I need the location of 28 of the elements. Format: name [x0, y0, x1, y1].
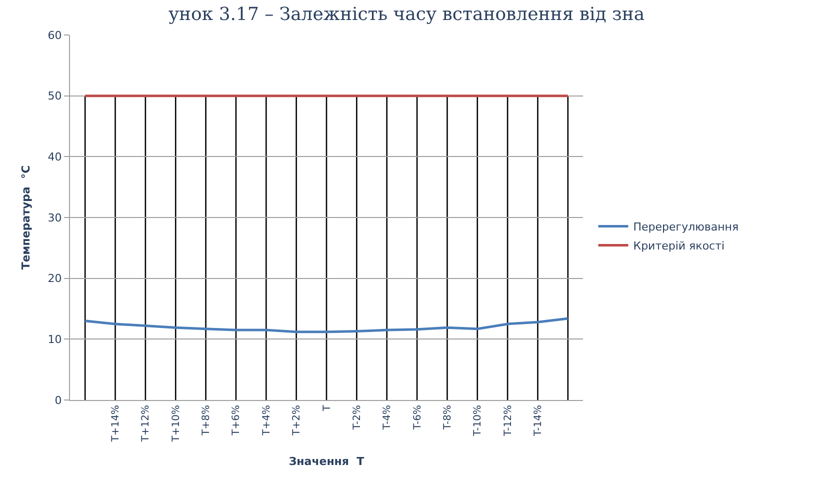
- x-tick-label: T+12%: [140, 405, 152, 443]
- x-tick-label: T+8%: [201, 405, 212, 436]
- y-axis-title: Температура °C: [19, 165, 32, 270]
- x-tick-label: T+4%: [261, 405, 272, 436]
- x-tick-label: T-14%: [532, 405, 544, 438]
- x-tick-label: T-4%: [382, 405, 394, 431]
- y-tick-label: 60: [48, 28, 62, 42]
- x-tick-label: T-12%: [502, 405, 514, 438]
- y-tick-label: 40: [48, 150, 62, 164]
- x-tick-label: T-10%: [472, 405, 484, 438]
- x-tick-label: T+6%: [231, 405, 242, 436]
- x-tick-label: T+10%: [170, 405, 182, 443]
- x-tick-label: T+2%: [292, 405, 303, 436]
- y-tick-label: 30: [48, 211, 62, 224]
- y-tick-label: 0: [54, 394, 62, 407]
- x-axis-title: Значення T: [288, 454, 365, 468]
- y-tick-label: 50: [48, 90, 62, 103]
- x-tick-label: T-6%: [412, 405, 424, 431]
- legend-label: Перерегулювання: [633, 220, 739, 234]
- x-tick-label: T-8%: [442, 405, 454, 431]
- chart-title: унок 3.17 – Залежність часу встановлення від зна: [168, 4, 645, 25]
- line-series: [84, 317, 570, 334]
- y-tick-label: 20: [48, 272, 62, 286]
- y-tick-label: 10: [48, 333, 62, 346]
- x-tick-label: T: [322, 404, 333, 412]
- x-tick-label: T+14%: [110, 405, 122, 443]
- legend-label: Критерій якості: [633, 240, 725, 253]
- x-tick-label: T-2%: [352, 405, 363, 431]
